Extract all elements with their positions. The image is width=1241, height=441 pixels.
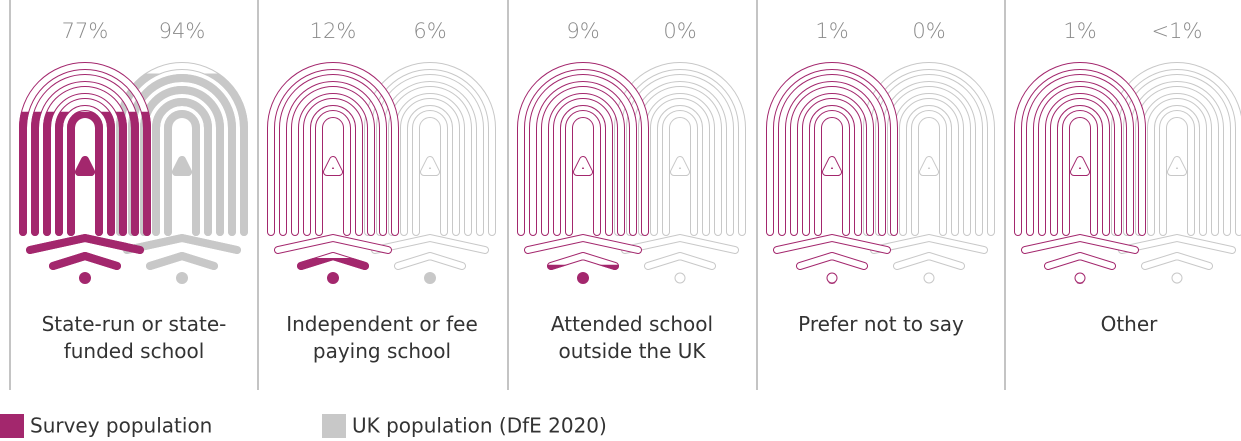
ridge-inner — [864, 63, 994, 269]
fill-level — [116, 73, 248, 284]
fingerprint — [1111, 62, 1241, 284]
value-label: 0% — [663, 19, 696, 43]
value-label: 1% — [1063, 19, 1096, 43]
dot-fill — [577, 272, 589, 284]
value-label: <1% — [1152, 19, 1203, 43]
category-label: Other — [1100, 312, 1158, 336]
category-label: Prefer not to say — [798, 312, 964, 336]
fingerprint — [1014, 62, 1146, 284]
dot-fill — [176, 272, 188, 284]
fingerprint — [364, 62, 496, 284]
value-label: 77% — [62, 19, 109, 43]
fingerprint — [517, 62, 649, 284]
ridge-inner — [365, 63, 495, 269]
fill-level — [1076, 282, 1084, 284]
ridge-inner — [1015, 63, 1145, 269]
ridge-inner — [1112, 63, 1241, 269]
fill-level — [547, 264, 619, 284]
fill-level — [297, 258, 369, 284]
dot-fill — [424, 272, 436, 284]
fingerprint — [267, 62, 399, 284]
dot-outline — [1074, 272, 1086, 284]
value-label: 9% — [566, 19, 599, 43]
dot-outline — [674, 272, 686, 284]
dot-fill — [1175, 283, 1179, 284]
category-label: Attended school outside the UK — [550, 312, 714, 363]
dot-fill — [828, 282, 836, 284]
legend-swatch — [322, 414, 346, 438]
value-label: 12% — [310, 19, 357, 43]
ridge-inner — [767, 63, 897, 269]
ridge-inner — [615, 63, 745, 269]
fill-level — [828, 282, 836, 284]
value-label: 94% — [159, 19, 206, 43]
value-label: 6% — [413, 19, 446, 43]
legend-swatch — [0, 414, 24, 438]
dot-fill — [327, 272, 339, 284]
fingerprint — [614, 62, 746, 284]
dot-outline — [826, 272, 838, 284]
ridge-fill — [116, 73, 248, 270]
value-label: 0% — [912, 19, 945, 43]
fill-level — [1175, 283, 1179, 284]
legend-label: Survey population — [30, 414, 212, 438]
value-label: 1% — [815, 19, 848, 43]
fingerprint — [863, 62, 995, 284]
dot-fill — [1076, 282, 1084, 284]
legend-label: UK population (DfE 2020) — [352, 414, 607, 438]
dot-fill — [79, 272, 91, 284]
category-label: Independent or fee paying school — [286, 312, 478, 363]
dot-outline — [1171, 272, 1183, 284]
category-label: State-run or state-funded school — [41, 312, 227, 363]
fill-level — [424, 272, 436, 284]
fill-level — [19, 111, 151, 284]
ridge-fill — [19, 111, 151, 270]
dot-outline — [923, 272, 935, 284]
ridge-inner — [518, 63, 648, 269]
ridge-inner — [268, 63, 398, 269]
